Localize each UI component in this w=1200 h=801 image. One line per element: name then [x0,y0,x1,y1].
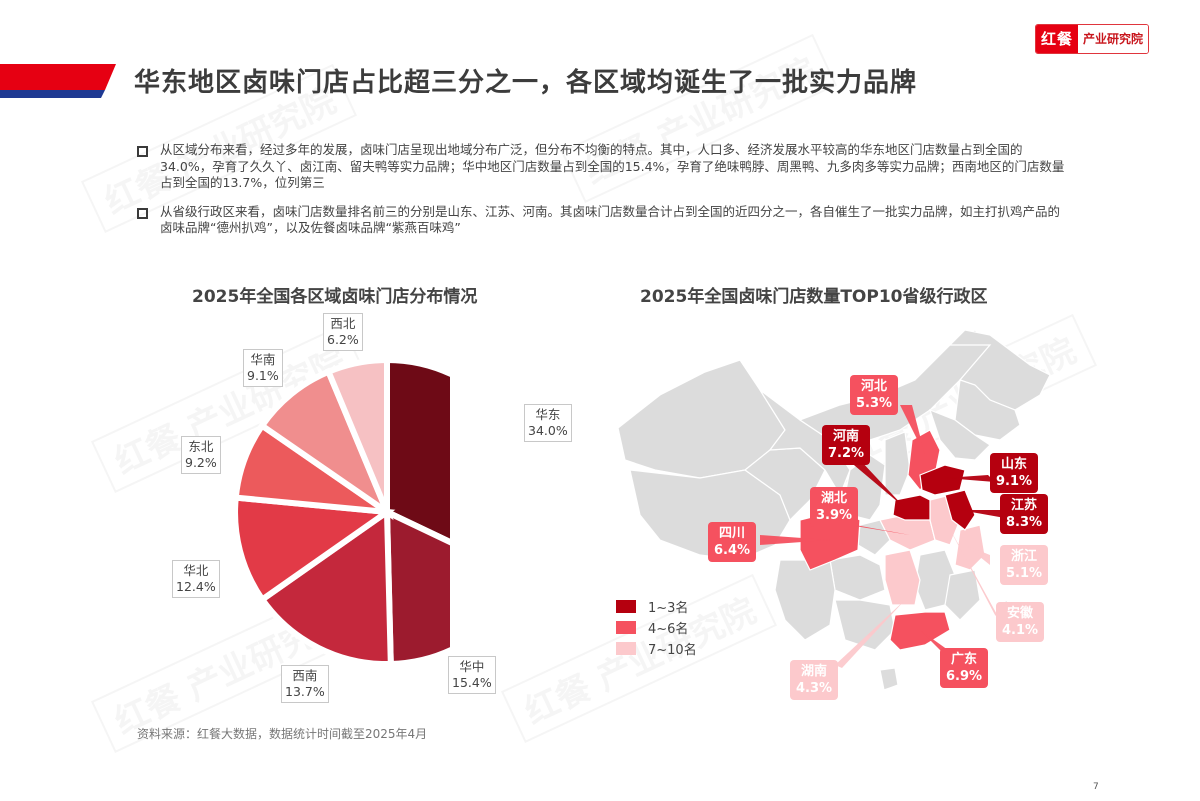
label-value: 7.2% [828,446,865,461]
label-name: 安徽 [1007,606,1034,621]
legend-swatch [616,621,636,634]
map-label-zhejiang: 浙江 5.1% [1000,545,1049,585]
legend-swatch [616,600,636,613]
pie-label-huazhong: 华中 15.4% [448,656,496,694]
map-label-sichuan: 四川 6.4% [708,522,757,562]
label-name: 华东 [535,407,561,422]
label-value: 6.9% [946,669,983,684]
map-label-jiangsu: 江苏 8.3% [1000,494,1049,534]
region-shanxi [884,431,911,496]
label-value: 8.3% [1006,515,1043,530]
label-value: 3.9% [816,508,853,523]
title-accent-band [0,64,116,98]
map-label-shandong: 山东 9.1% [990,453,1039,493]
logo-institute: 产业研究院 [1078,25,1149,53]
region-hainan [879,667,899,691]
label-value: 34.0% [528,423,568,438]
label-value: 9.2% [185,455,217,470]
region-liaoning [929,408,991,461]
label-name: 湖南 [801,664,828,679]
label-value: 15.4% [452,675,492,690]
legend-item: 4~6名 [616,617,697,638]
bullet-item: 从省级行政区来看，卤味门店数量排名前三的分别是山东、江苏、河南。其卤味门店数量合… [137,204,1072,237]
region-guizhou [829,554,886,601]
region-yunnan [774,559,836,641]
bullet-text: 从省级行政区来看，卤味门店数量排名前三的分别是山东、江苏、河南。其卤味门店数量合… [160,203,1061,236]
pie-label-xibei: 西北 6.2% [323,313,363,351]
map-chart-title: 2025年全国卤味门店数量TOP10省级行政区 [640,287,988,307]
pie-label-xinan: 西南 13.7% [281,665,329,703]
label-value: 9.1% [996,474,1033,489]
legend-label: 7~10名 [648,643,697,658]
legend-item: 7~10名 [616,638,697,659]
label-name: 华南 [250,352,276,367]
pie-chart-title: 2025年全国各区域卤味门店分布情况 [192,287,478,307]
label-value: 5.1% [1006,566,1043,581]
region-guangdong [889,611,951,651]
pie-label-dongbei: 东北 9.2% [181,436,221,474]
label-name: 广东 [951,652,978,667]
page-title: 华东地区卤味门店占比超三分之一，各区域均诞生了一批实力品牌 [134,68,918,98]
pie-slice-huabei [232,494,396,604]
label-name: 河北 [861,379,888,394]
legend-label: 1~3名 [648,601,689,616]
bullet-list: 从区域分布来看，经过多年的发展，卤味门店呈现出地域分布广泛，但分布不均衡的特点。… [137,142,1072,249]
map-label-hubei: 湖北 3.9% [810,487,859,527]
legend-label: 4~6名 [648,622,689,637]
region-henan [892,494,931,521]
pie-slice-huadong [384,356,450,546]
label-name: 浙江 [1011,549,1038,564]
map-legend: 1~3名 4~6名 7~10名 [616,596,697,659]
map-label-henan: 河南 7.2% [822,425,871,465]
label-name: 华北 [183,563,209,578]
region-fujian [944,569,981,621]
square-bullet-icon [137,207,148,219]
pie-label-huabei: 华北 12.4% [172,560,220,598]
label-name: 湖北 [821,491,848,506]
label-value: 5.3% [856,396,893,411]
label-value: 4.3% [796,681,833,696]
label-value: 13.7% [285,684,325,699]
label-name: 西南 [292,668,318,683]
logo-brand: 红餐 [1036,25,1079,53]
label-name: 江苏 [1011,498,1038,513]
pie-slice-huazhong [383,507,450,668]
map-label-anhui: 安徽 4.1% [996,602,1045,642]
pie-label-huadong: 华东 34.0% [524,404,572,442]
bullet-text: 从区域分布来看，经过多年的发展，卤味门店呈现出地域分布广泛，但分布不均衡的特点。… [160,142,1065,190]
label-value: 6.2% [327,332,359,347]
pie-label-huanan: 华南 9.1% [243,349,283,387]
label-name: 四川 [719,526,746,541]
map-label-hunan: 湖南 4.3% [790,660,839,700]
label-name: 西北 [330,316,356,331]
map-label-guangdong: 广东 6.9% [940,648,989,688]
map-label-hebei: 河北 5.3% [850,375,899,415]
pie-chart [232,356,450,668]
brand-logo: 红餐 产业研究院 [1035,24,1150,54]
region-hunan [884,549,921,606]
label-name: 山东 [1001,457,1028,472]
label-value: 4.1% [1002,623,1039,638]
pie-slice-xibei [324,356,390,514]
label-value: 9.1% [247,368,279,383]
square-bullet-icon [137,146,148,157]
label-value: 12.4% [176,579,216,594]
page-number: 7 [1093,782,1099,792]
label-name: 华中 [459,659,485,674]
label-name: 河南 [833,429,860,444]
legend-item: 1~3名 [616,596,697,617]
pie-slice-xinan [258,506,394,668]
region-shandong [919,464,966,496]
data-source-note: 资料来源：红餐大数据，数据统计时间截至2025年4月 [137,727,428,741]
label-name: 东北 [188,439,214,454]
bullet-item: 从区域分布来看，经过多年的发展，卤味门店呈现出地域分布广泛，但分布不均衡的特点。… [137,142,1072,192]
label-value: 6.4% [714,543,751,558]
legend-swatch [616,642,636,655]
